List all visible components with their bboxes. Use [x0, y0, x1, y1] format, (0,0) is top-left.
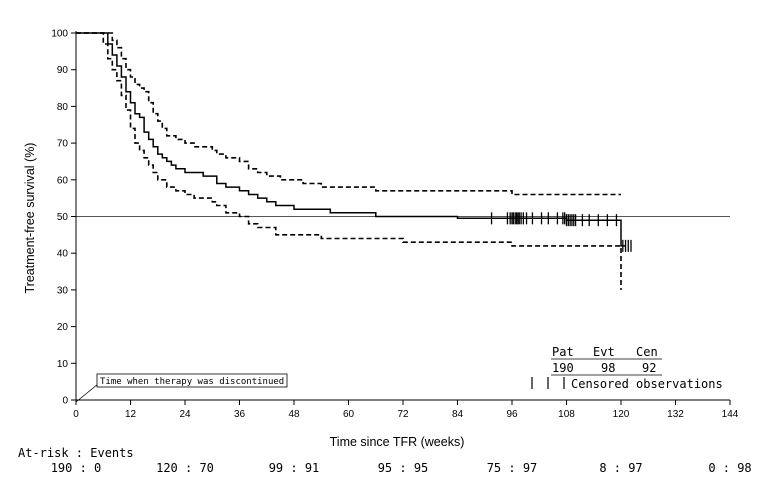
summary-header-evt: Evt	[593, 345, 615, 359]
x-tick-label: 36	[234, 409, 246, 420]
x-tick-label: 72	[397, 409, 409, 420]
x-tick-label: 132	[667, 409, 684, 420]
at-risk-value: 190 : 0	[51, 461, 102, 475]
y-tick-label: 0	[62, 396, 68, 407]
x-tick-label: 144	[722, 409, 739, 420]
x-tick-label: 48	[288, 409, 300, 420]
at-risk-value: 8 : 97	[599, 461, 642, 475]
x-tick-label: 60	[343, 409, 355, 420]
y-tick-label: 30	[57, 285, 69, 296]
y-tick-label: 10	[57, 359, 69, 370]
censor-legend-label: Censored observations	[571, 377, 723, 391]
summary-value-evt: 98	[601, 361, 615, 375]
at-risk-label: At-risk : Events	[18, 446, 134, 460]
confidence-bound-line-1	[76, 32, 621, 196]
x-tick-label: 108	[558, 409, 575, 420]
summary-table: Pat Evt Cen 190 98 92 Censored observati…	[531, 345, 723, 391]
x-tick-label: 96	[506, 409, 518, 420]
at-risk-value: 120 : 70	[156, 461, 214, 475]
x-tick-label: 24	[179, 409, 191, 420]
therapy-discontinued-annotation: Time when therapy was discontinued	[75, 373, 288, 403]
y-tick-label: 70	[57, 139, 69, 150]
at-risk-table: At-risk : Events 190 : 0 120 : 70 99 : 91 9…	[18, 446, 752, 475]
y-tick-label: 50	[57, 212, 69, 223]
x-tick-label: 84	[452, 409, 464, 420]
x-tick-label: 12	[125, 409, 137, 420]
confidence-bound-line-2	[76, 32, 622, 290]
y-tick-label: 60	[57, 175, 69, 186]
at-risk-value: 99 : 91	[269, 461, 320, 475]
y-tick-label: 80	[57, 102, 69, 113]
at-risk-value: 75 : 97	[487, 461, 538, 475]
x-axis-title: Time since TFR (weeks)	[330, 435, 465, 449]
annotation-text: Time when therapy was discontinued	[100, 377, 284, 387]
y-tick-label: 40	[57, 249, 69, 260]
x-tick-label: 0	[73, 409, 79, 420]
summary-value-pat: 190	[552, 361, 574, 375]
y-tick-label: 100	[51, 29, 68, 40]
y-tick-label: 20	[57, 322, 69, 333]
summary-header-cen: Cen	[636, 345, 658, 359]
survival-estimate-line	[76, 32, 626, 247]
x-tick-label: 120	[613, 409, 630, 420]
summary-header-pat: Pat	[552, 345, 574, 359]
at-risk-value: 95 : 95	[378, 461, 429, 475]
y-tick-label: 90	[57, 65, 69, 76]
at-risk-value: 0 : 98	[708, 461, 751, 475]
censor-legend-icon	[531, 377, 565, 389]
summary-value-cen: 92	[642, 361, 656, 375]
y-axis-title: Treatment-free survival (%)	[23, 143, 37, 294]
